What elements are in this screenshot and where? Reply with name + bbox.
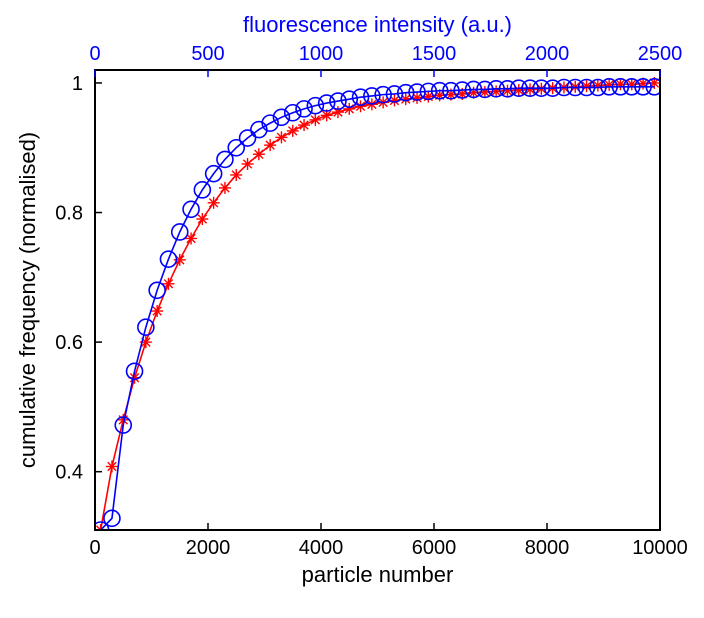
ytick-label: 0.4 <box>55 462 83 484</box>
cumulative-frequency-chart: 0 2000 4000 6000 8000 10000 particle number 0 50… <box>0 0 704 618</box>
xtick-label-top: 500 <box>191 43 224 65</box>
xtick-label-bottom: 10000 <box>632 537 688 559</box>
xtick-label-bottom: 6000 <box>412 537 457 559</box>
y-axis-title: cumulative frequency (normalised) <box>15 132 40 468</box>
xtick-label-bottom: 2000 <box>186 537 231 559</box>
xtick-label-bottom: 4000 <box>299 537 344 559</box>
xtick-label-top: 0 <box>89 43 100 65</box>
xtick-label-top: 2500 <box>638 43 683 65</box>
xtick-label-top: 2000 <box>525 43 570 65</box>
xtick-label-top: 1500 <box>412 43 457 65</box>
ytick-label: 1 <box>72 73 83 95</box>
x-axis-bottom-title: particle number <box>302 562 454 587</box>
xtick-label-top: 1000 <box>299 43 344 65</box>
ytick-label: 0.6 <box>55 332 83 354</box>
xtick-label-bottom: 0 <box>89 537 100 559</box>
xtick-label-bottom: 8000 <box>525 537 570 559</box>
ytick-label: 0.8 <box>55 203 83 225</box>
chart-container: 0 2000 4000 6000 8000 10000 particle number 0 50… <box>0 0 704 618</box>
x-axis-top-title: fluorescence intensity (a.u.) <box>243 12 512 37</box>
